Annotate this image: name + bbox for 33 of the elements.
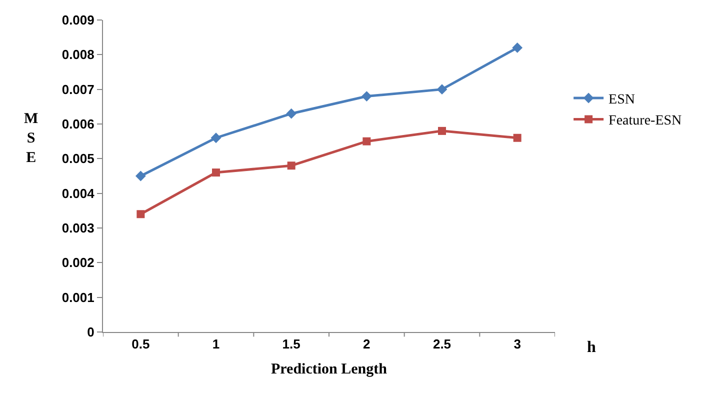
y-tick-label: 0.009	[62, 12, 94, 28]
point	[136, 210, 145, 218]
point	[436, 84, 448, 95]
y-axis-title: MSE	[24, 111, 38, 166]
point	[512, 42, 523, 53]
x-tick-label: 3	[514, 336, 521, 352]
x-tick-label: 0.5	[132, 336, 150, 352]
x-tick-label: 1.5	[282, 336, 300, 352]
point	[361, 91, 372, 102]
x-tick-label: 1	[212, 336, 220, 352]
x-tick-label: 2	[363, 336, 370, 352]
y-tick-label: 0.001	[62, 290, 94, 305]
y-tick-label: 0.007	[62, 82, 94, 97]
point	[287, 162, 296, 170]
y-tick-label: 0.005	[62, 151, 94, 166]
y-tick-label: 0.003	[62, 220, 94, 236]
y-tick-label: 0.006	[62, 116, 94, 132]
point	[513, 134, 522, 142]
point	[438, 126, 446, 135]
y-tick-label: 0.008	[62, 47, 94, 62]
point	[210, 132, 222, 144]
point	[135, 170, 146, 182]
y-tick-label: 0.004	[62, 186, 96, 201]
text: h	[587, 339, 596, 356]
x-axis-title: Prediction Length	[271, 362, 388, 378]
legend-label: Feature-ESN	[608, 114, 682, 129]
point	[286, 108, 297, 119]
y-tick-label: 0	[87, 324, 94, 340]
y-tick-label: 0.002	[62, 255, 94, 270]
point	[362, 137, 371, 146]
point	[212, 168, 220, 177]
x-tick-label: 2.5	[432, 336, 452, 352]
legend-label: ESN	[608, 92, 636, 108]
